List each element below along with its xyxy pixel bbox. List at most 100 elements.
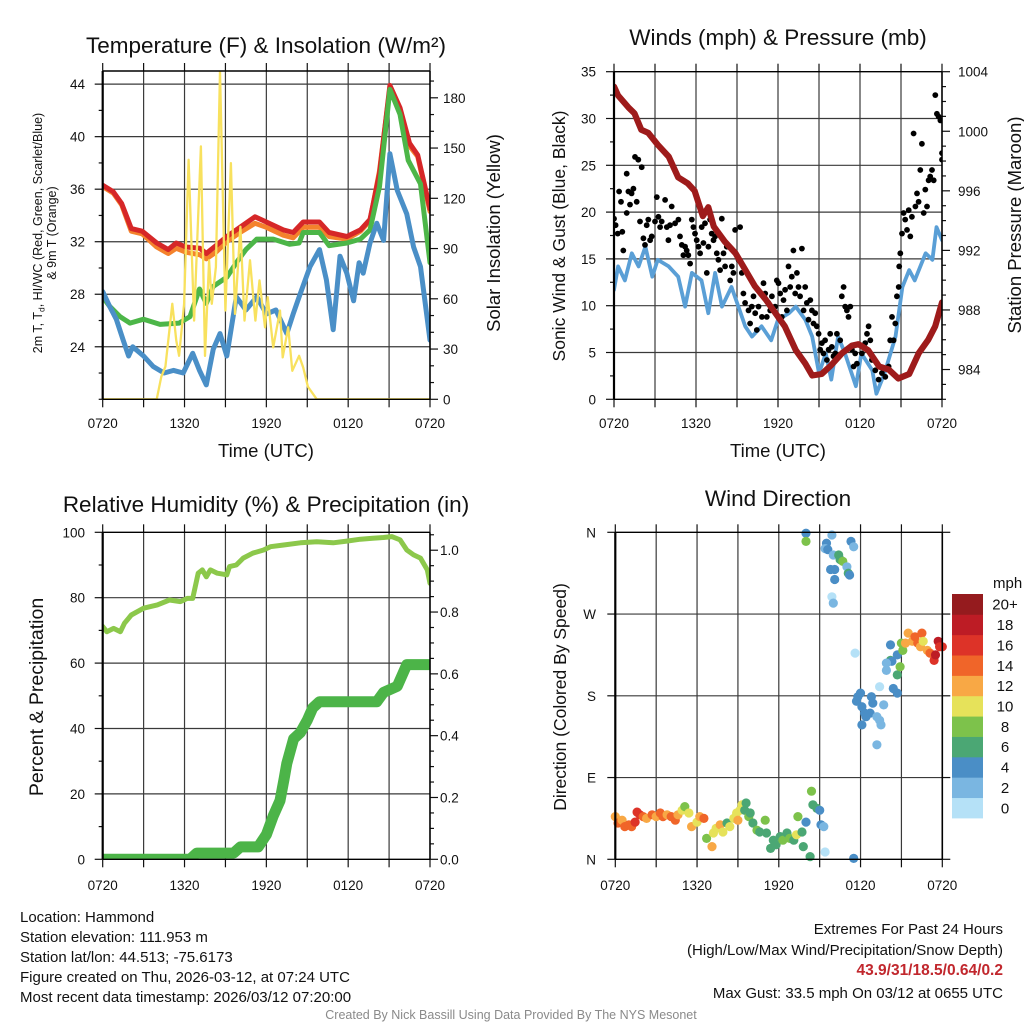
x-tick-label: 0120: [845, 416, 875, 431]
extremes-title: Extremes For Past 24 Hours: [814, 921, 1003, 938]
winds-y2-axis-label: Station Pressure (Maroon): [1004, 117, 1024, 334]
y-tick-label: 36: [70, 182, 85, 197]
gust-point: [865, 323, 872, 330]
colorbar-label: 6: [1001, 739, 1009, 756]
wind-direction-point: [819, 822, 829, 832]
wind-direction-point: [872, 740, 882, 750]
gust-point: [760, 280, 767, 287]
gust-point: [693, 237, 700, 244]
gust-point: [894, 293, 900, 300]
wind-direction-point: [903, 628, 913, 638]
wind-direction-point: [801, 536, 811, 547]
x-tick-label: 1320: [681, 416, 711, 431]
x-tick-label: 0720: [88, 878, 118, 893]
y2-tick-label: 984: [958, 363, 981, 378]
wind-direction-point: [793, 812, 803, 822]
y-tick-label: N: [586, 852, 596, 867]
gust-point: [864, 330, 870, 337]
colorbar-swatch: [952, 614, 983, 636]
gust-point: [753, 327, 760, 333]
wind-direction-point: [830, 564, 840, 575]
ylabel-part: 2m T, T: [31, 312, 45, 354]
gust-point: [828, 344, 835, 350]
y2-tick-label: 0.0: [440, 852, 459, 867]
colorbar-swatch: [952, 675, 983, 697]
gust-point: [840, 284, 847, 290]
data-timestamp-text: Most recent data timestamp: 2026/03/12 0…: [20, 989, 351, 1006]
wind-direction-point: [815, 805, 825, 815]
gust-point: [623, 210, 630, 216]
x-tick-label: 1920: [251, 878, 281, 893]
pressure-line: [614, 83, 942, 382]
colorbar-label: 8: [1001, 719, 1009, 736]
y-tick-label: W: [583, 607, 596, 622]
series: [102, 71, 430, 400]
wind-direction-point: [881, 665, 892, 676]
colorbar-swatch: [952, 655, 983, 676]
y2-tick-label: 60: [443, 292, 458, 307]
y2-tick-label: 150: [443, 141, 466, 156]
colorbar-title: mph: [993, 575, 1022, 592]
gust-point: [792, 290, 799, 297]
colorbar-label: 14: [997, 658, 1014, 675]
wind-direction-point: [885, 640, 896, 650]
y-tick-label: 0: [588, 392, 596, 407]
gust-point: [834, 330, 840, 337]
gust-point: [703, 270, 710, 276]
y-tick-label: 25: [581, 158, 596, 173]
gust-point: [909, 213, 915, 220]
colorbar-label: 2: [1001, 780, 1009, 797]
gust-point: [692, 230, 698, 237]
x-tick-label: 1320: [682, 878, 712, 893]
gust-point: [784, 307, 790, 314]
gust-point: [702, 220, 708, 227]
gust-point: [750, 293, 757, 300]
gust-point: [777, 290, 784, 297]
gust-point: [805, 316, 812, 323]
gust-point: [872, 367, 879, 374]
wind-direction-point: [879, 700, 889, 710]
gust-point: [717, 267, 723, 273]
location-text: Location: Hammond: [20, 909, 154, 926]
gust-point: [658, 218, 665, 225]
gust-point: [619, 228, 626, 235]
colorbar-swatch: [952, 797, 983, 819]
gust-point: [852, 350, 859, 357]
grid: [102, 532, 430, 860]
colorbar-label: 12: [997, 678, 1014, 695]
gust-point: [900, 210, 907, 216]
wind-direction-point: [760, 815, 770, 825]
gust-point: [695, 243, 702, 250]
gust-point: [917, 167, 924, 173]
gust-point: [879, 370, 885, 376]
gust-point: [690, 224, 697, 231]
gust-point: [797, 293, 803, 300]
gust-point: [892, 320, 899, 327]
x-tick-label: 1920: [251, 416, 281, 431]
y-tick-label: 60: [70, 656, 85, 671]
gust-point: [882, 373, 889, 380]
winds-plot: 0720 1320 1920 0120 072005101520253035984988…: [581, 63, 989, 431]
speed-colorbar: mph 0 2 4 6 8 10 12 14 16 18 20+: [952, 575, 1022, 819]
gust-point: [638, 164, 645, 171]
wind-direction-point: [801, 528, 811, 538]
gust-point: [688, 216, 695, 223]
gust-point: [722, 263, 728, 270]
gust-point: [740, 290, 747, 297]
colorbar-swatch: [952, 736, 983, 758]
gust-point: [895, 284, 902, 290]
x-tick-label: 1920: [764, 878, 794, 893]
wind-direction-point: [699, 813, 709, 824]
y-tick-label: 28: [70, 287, 85, 302]
dewpoint-line: [102, 86, 430, 327]
y2-tick-label: 120: [443, 191, 466, 206]
gust-point: [915, 198, 922, 205]
temperature-y-axis-label-line2: & 9m T (Orange): [45, 186, 59, 279]
wind-direction-point: [892, 688, 902, 698]
y-tick-label: 80: [70, 591, 85, 606]
wind-direction-point: [855, 688, 866, 698]
wind-direction-point: [849, 853, 859, 864]
wind-direction-point: [702, 833, 712, 844]
colorbar-label: 0: [1001, 800, 1009, 817]
x-tick-label: 0720: [600, 878, 630, 893]
